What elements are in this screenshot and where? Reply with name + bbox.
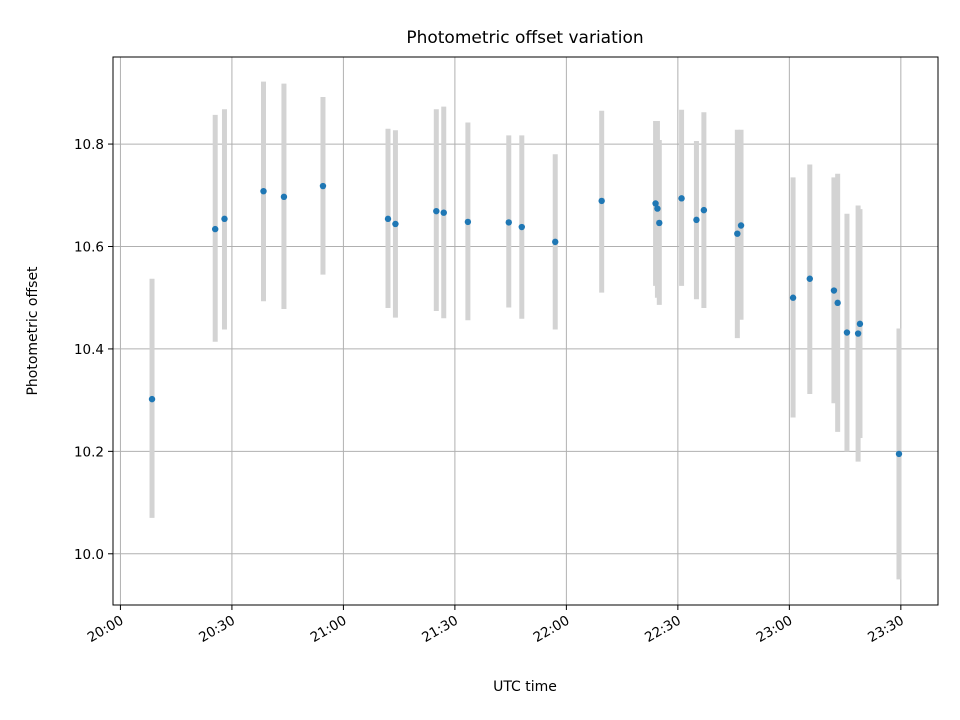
data-point [830,287,838,294]
x-axis-label: UTC time [493,679,557,695]
data-point [843,329,851,336]
data-point [221,215,228,223]
data-point [678,195,685,202]
data-point [280,193,288,201]
y-tick-label: 10.4 [74,342,104,358]
data-point [211,225,219,233]
data-point [856,320,864,328]
data-point [734,230,741,237]
data-point [392,220,399,228]
data-point [789,294,797,301]
data-point [148,395,156,403]
data-point [693,216,700,224]
data-point [518,223,525,231]
data-point [598,197,605,205]
data-point [656,219,663,227]
chart-title: Photometric offset variation [406,28,643,48]
data-point [384,215,392,223]
data-point [505,219,512,226]
y-tick-label: 10.8 [74,137,104,153]
data-points [148,182,903,458]
data-point [440,209,447,216]
data-point [433,207,440,215]
data-point [319,182,327,190]
data-point [652,200,659,207]
data-point [834,299,841,307]
data-point [700,206,708,214]
data-point [260,187,267,195]
y-tick-label: 10.6 [74,239,104,255]
y-axis-ticks: 10.0 10.2 10.4 10.6 10.8 [74,137,113,563]
data-point [552,238,559,246]
data-point [806,275,813,282]
y-tick-label: 10.0 [74,547,104,563]
data-point [654,205,661,212]
data-point [895,450,903,458]
data-point [737,222,745,229]
y-axis-label: Photometric offset [25,266,41,396]
data-point [464,218,472,226]
y-tick-label: 10.2 [74,444,104,460]
data-point [854,330,862,337]
plot-frame [112,56,939,606]
